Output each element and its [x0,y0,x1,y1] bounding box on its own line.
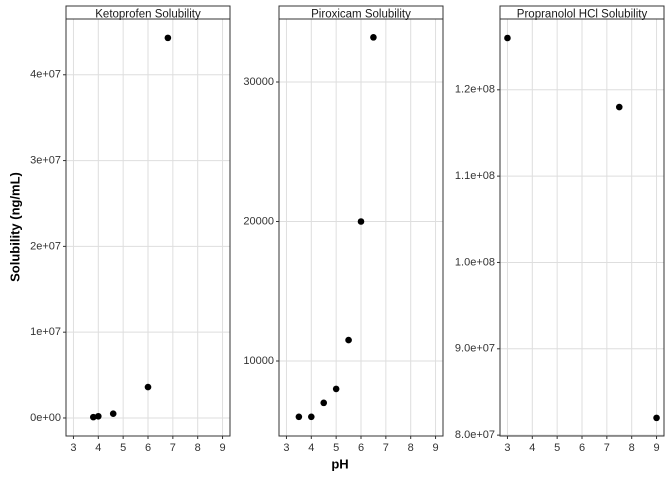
y-tick-label: 3e+07 [30,154,61,166]
y-axis-label: Solubility (ng/mL) [7,172,22,282]
x-tick-label: 4 [308,442,314,454]
y-tick-label: 30000 [243,76,274,88]
x-tick-label: 6 [145,442,151,454]
point [345,336,352,344]
strip-title: Ketoprofen Solubility [95,9,201,21]
x-tick-label: 8 [195,442,201,454]
y-tick-label: 1.1e+08 [455,170,495,182]
x-tick-label: 9 [432,442,438,454]
point [95,412,102,420]
point [357,218,365,225]
point [653,414,660,422]
x-tick-label: 7 [383,442,389,454]
strip [499,5,665,20]
y-tick-label: 1e+07 [30,326,61,338]
x-tick-label: 4 [529,442,535,454]
strip [278,5,444,20]
strip-title: Piroxicam Solubility [311,9,411,21]
x-tick-label: 9 [219,442,225,454]
x-tick-label: 7 [604,442,610,454]
x-tick-label: 7 [170,442,176,454]
point [504,34,511,42]
y-tick-label: 1.2e+08 [455,84,495,96]
x-tick-label: 9 [653,442,659,454]
point [295,413,303,421]
x-tick-label: 8 [629,442,635,454]
strip-title: Propranolol HCl Solubility [517,9,648,21]
x-tick-label: 5 [333,442,339,454]
point [370,34,377,41]
point [144,383,152,391]
y-tick-label: 9.0e+07 [455,343,495,355]
y-tick-label: 8.0e+07 [455,429,495,441]
point [320,399,328,407]
x-tick-label: 3 [283,442,289,454]
point [615,103,623,111]
point [164,34,172,42]
point [109,410,117,417]
strip [65,5,231,20]
y-tick-label: 2e+07 [30,240,61,252]
x-tick-label: 8 [408,442,414,454]
x-tick-label: 5 [120,442,126,454]
y-tick-label: 0e+00 [30,412,61,424]
x-tick-label: 3 [504,442,510,454]
y-tick-label: 20000 [243,215,274,227]
x-tick-label: 3 [70,442,76,454]
x-tick-label: 6 [358,442,364,454]
y-tick-label: 10000 [243,355,274,367]
y-tick-label: 1.0e+08 [455,256,495,268]
point [90,413,97,421]
x-tick-label: 5 [554,442,560,454]
y-tick-label: 4e+07 [30,69,61,81]
point [308,413,315,421]
x-tick-label: 4 [95,442,101,454]
point [332,385,340,393]
x-tick-label: 6 [579,442,585,454]
x-axis-label: pH [331,456,348,471]
